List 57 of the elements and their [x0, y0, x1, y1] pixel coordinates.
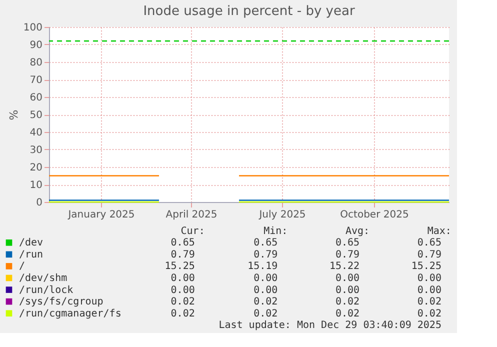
y-tick-label: 90	[30, 40, 42, 51]
text: 15.19	[248, 261, 278, 272]
chart-title: Inode usage in percent - by year	[143, 4, 356, 19]
y-tick-label: 10	[30, 180, 42, 191]
legend-label: /run/cgmanager/fs	[19, 308, 122, 320]
text: 0.65	[417, 238, 442, 249]
x-tick-label: April 2025	[166, 210, 218, 220]
legend-label: /dev	[19, 238, 44, 249]
text: 0.79	[170, 249, 195, 260]
text: 0.00	[254, 272, 278, 284]
y-tick-label: 0	[36, 198, 42, 208]
text: 0.00	[170, 284, 195, 296]
text: 0.02	[417, 308, 442, 320]
text: 0.02	[417, 296, 442, 308]
text: 0.79	[254, 249, 278, 260]
y-tick-label: 50	[30, 110, 42, 121]
text: Cur:	[180, 226, 205, 237]
legend-label: /run	[19, 249, 44, 260]
text: 0.02	[335, 308, 360, 320]
text: 0.02	[254, 308, 278, 320]
y-tick-label: 20	[30, 162, 42, 174]
x-tick-label: January 2025	[67, 210, 135, 220]
text: Max:	[427, 226, 452, 237]
text: 0.79	[335, 249, 360, 260]
text: 0.00	[335, 272, 360, 284]
x-tick-label: July 2025	[258, 210, 306, 220]
y-tick-label: 100	[23, 22, 42, 34]
text: 0.00	[335, 284, 360, 296]
text: 0.65	[170, 238, 195, 249]
text: 15.22	[329, 261, 360, 272]
y-tick-label: 60	[30, 92, 42, 104]
text: 0.02	[335, 296, 360, 308]
text: 0.02	[170, 308, 195, 320]
text: Min:	[264, 226, 288, 237]
text: 0.00	[417, 272, 442, 284]
text: 15.25	[411, 261, 442, 272]
text: 15.25	[164, 261, 195, 272]
y-tick-label: 30	[30, 145, 42, 156]
text: 0.02	[254, 296, 278, 308]
text: 0.00	[254, 284, 278, 296]
text: Avg:	[345, 226, 370, 237]
legend-label: /dev/shm	[19, 272, 68, 284]
y-tick-label: 40	[30, 128, 42, 138]
x-tick-label: October 2025	[340, 210, 409, 220]
text: Last update: Mon Dec 29 03:40:09 2025	[218, 320, 442, 332]
text: 0.65	[254, 238, 278, 249]
legend-label: /run/lock	[19, 284, 74, 296]
y-tick-label: 70	[30, 75, 42, 86]
text: 0.79	[417, 249, 442, 260]
text: 0.00	[417, 284, 442, 296]
text: 0.65	[335, 238, 360, 249]
y-tick-label: 80	[30, 58, 42, 68]
text: 0.02	[170, 296, 195, 308]
y-axis-title: %	[7, 110, 20, 120]
text: 0.00	[170, 272, 195, 284]
legend-label: /sys/fs/cgroup	[19, 296, 104, 308]
legend-label: /	[19, 261, 26, 272]
